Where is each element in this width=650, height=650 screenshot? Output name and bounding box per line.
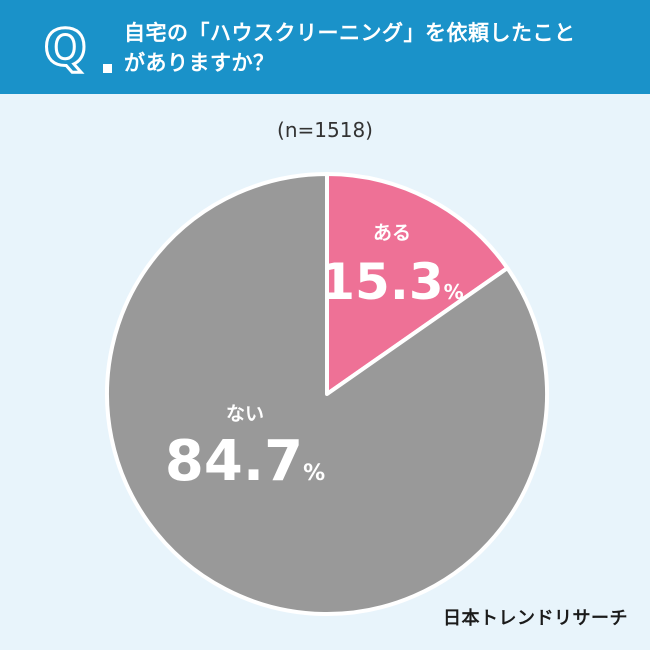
pie-slice-aru [325, 172, 510, 396]
question-header: Q 自宅の「ハウスクリーニング」を依頼したこと がありますか？ [0, 0, 650, 94]
question-line-2: がありますか？ [124, 51, 275, 75]
q-dot [103, 64, 112, 73]
brand-logo: 日本トレンドリサーチ [443, 608, 628, 629]
question-line-1: 自宅の「ハウスクリーニング」を依頼したこと [124, 21, 576, 45]
slice-label-nai: ない [226, 403, 264, 425]
pie-slice-nai [105, 172, 549, 616]
slice-value-aru: 15.3% [320, 253, 463, 311]
sample-size: (n=1518) [277, 118, 373, 142]
question-text: 自宅の「ハウスクリーニング」を依頼したこと がありますか？ [124, 18, 576, 78]
slice-label-aru: ある [373, 222, 411, 244]
q-letter: Q [43, 19, 88, 78]
slice-value-nai: 84.7% [165, 429, 325, 494]
